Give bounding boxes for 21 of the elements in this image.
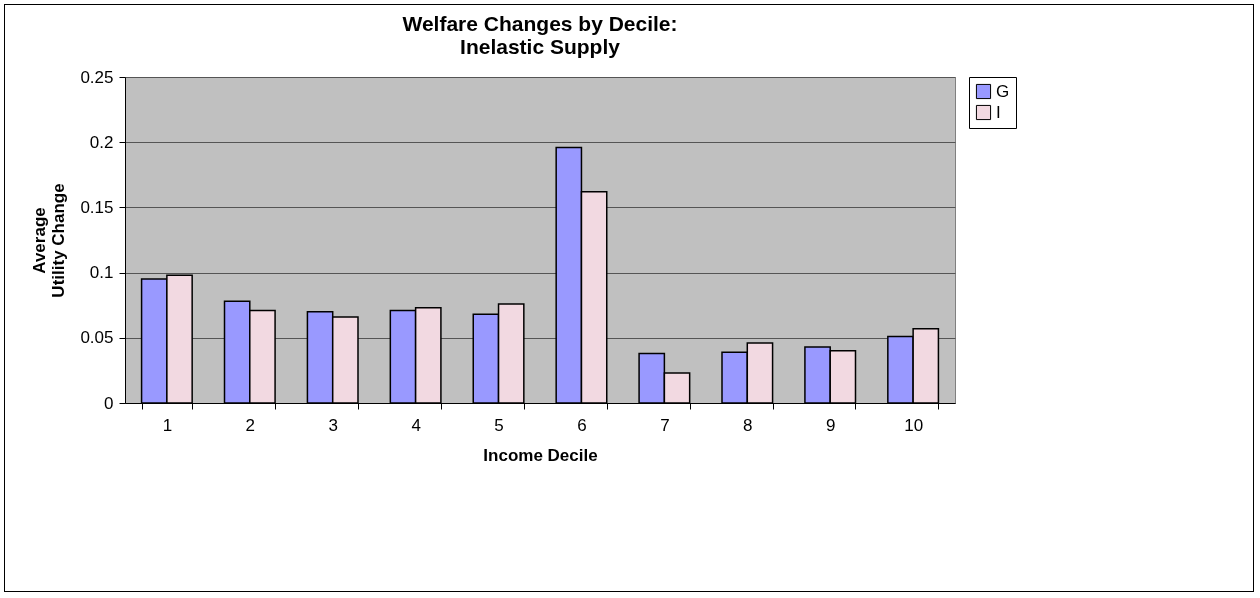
x-tick-label: 8 [743, 415, 753, 435]
x-tick-label: 1 [162, 415, 173, 435]
legend-label: G [996, 81, 1010, 101]
x-tick-label: 5 [494, 415, 504, 435]
legend-label: I [996, 102, 1001, 122]
x-tick-label: 4 [411, 415, 421, 435]
x-tick-label: 10 [904, 415, 924, 435]
x-tick-label: 9 [825, 415, 836, 435]
x-tick-label: 7 [660, 415, 670, 435]
x-tick-label: 3 [328, 415, 338, 435]
y-tick-label: 0.1 [89, 263, 114, 283]
y-tick-label: 0.2 [89, 132, 114, 152]
chart-title: Welfare Changes by Decile: Inelastic Supply [402, 12, 678, 58]
y-axis-title: Average Utility Change [30, 183, 69, 298]
x-tick-label: 6 [577, 415, 587, 435]
y-tick-label: 0.15 [80, 197, 114, 217]
x-tick-label: 2 [245, 415, 256, 435]
y-tick-label: 0.25 [80, 67, 114, 87]
y-tick-label: 0.05 [80, 328, 114, 348]
y-tick-label: 0 [104, 393, 114, 413]
x-axis-title: Income Decile [483, 445, 598, 465]
